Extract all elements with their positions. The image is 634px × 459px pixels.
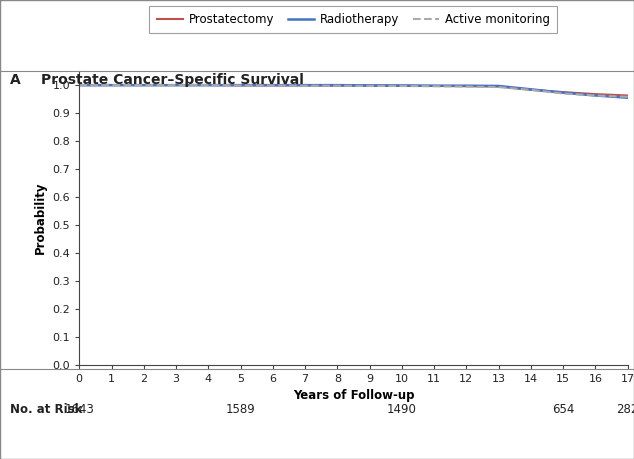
Prostatectomy bbox=[495, 84, 502, 90]
Radiotherapy bbox=[172, 82, 180, 88]
Prostatectomy bbox=[366, 83, 373, 89]
Active monitoring bbox=[301, 83, 309, 89]
Y-axis label: Probability: Probability bbox=[34, 182, 47, 254]
Active monitoring bbox=[140, 82, 148, 88]
Active monitoring bbox=[108, 82, 115, 88]
Radiotherapy bbox=[463, 83, 470, 89]
Text: 1643: 1643 bbox=[64, 403, 94, 416]
Active monitoring bbox=[366, 83, 373, 89]
Active monitoring bbox=[495, 84, 502, 90]
Prostatectomy bbox=[463, 84, 470, 89]
Radiotherapy bbox=[236, 82, 244, 88]
Prostatectomy bbox=[205, 82, 212, 88]
Prostatectomy bbox=[301, 83, 309, 88]
Active monitoring bbox=[172, 82, 180, 88]
Text: 654: 654 bbox=[552, 403, 574, 416]
Prostatectomy bbox=[527, 87, 534, 93]
Line: Active monitoring: Active monitoring bbox=[79, 85, 628, 97]
Prostatectomy bbox=[398, 83, 406, 89]
Radiotherapy bbox=[301, 82, 309, 88]
Prostatectomy bbox=[333, 83, 341, 89]
Active monitoring bbox=[430, 84, 438, 89]
Active monitoring bbox=[624, 94, 631, 100]
Prostatectomy bbox=[269, 83, 276, 88]
Text: A: A bbox=[10, 73, 20, 88]
Radiotherapy bbox=[108, 82, 115, 88]
Legend: Prostatectomy, Radiotherapy, Active monitoring: Prostatectomy, Radiotherapy, Active moni… bbox=[150, 6, 557, 33]
Prostatectomy bbox=[172, 82, 180, 88]
Radiotherapy bbox=[430, 83, 438, 89]
Line: Prostatectomy: Prostatectomy bbox=[79, 85, 628, 95]
Prostatectomy bbox=[559, 90, 567, 95]
Radiotherapy bbox=[75, 82, 83, 88]
Line: Radiotherapy: Radiotherapy bbox=[79, 85, 628, 98]
Active monitoring bbox=[463, 84, 470, 90]
Active monitoring bbox=[75, 82, 83, 88]
Prostatectomy bbox=[592, 91, 599, 97]
Prostatectomy bbox=[140, 82, 148, 88]
Radiotherapy bbox=[527, 87, 534, 92]
Radiotherapy bbox=[366, 83, 373, 88]
Radiotherapy bbox=[398, 83, 406, 88]
Prostatectomy bbox=[624, 93, 631, 98]
Prostatectomy bbox=[75, 82, 83, 88]
Radiotherapy bbox=[333, 82, 341, 88]
Radiotherapy bbox=[140, 82, 148, 88]
Radiotherapy bbox=[269, 82, 276, 88]
Text: No. at Risk: No. at Risk bbox=[10, 403, 82, 416]
Radiotherapy bbox=[205, 82, 212, 88]
Active monitoring bbox=[269, 83, 276, 88]
Active monitoring bbox=[398, 83, 406, 89]
Radiotherapy bbox=[624, 95, 631, 101]
X-axis label: Years of Follow-up: Years of Follow-up bbox=[293, 390, 414, 403]
Active monitoring bbox=[205, 82, 212, 88]
Radiotherapy bbox=[495, 83, 502, 89]
Active monitoring bbox=[236, 83, 244, 88]
Prostatectomy bbox=[430, 83, 438, 89]
Text: 1589: 1589 bbox=[226, 403, 256, 416]
Prostatectomy bbox=[108, 82, 115, 88]
Radiotherapy bbox=[559, 90, 567, 95]
Active monitoring bbox=[592, 93, 599, 98]
Prostatectomy bbox=[236, 83, 244, 88]
Active monitoring bbox=[333, 83, 341, 89]
Text: 282: 282 bbox=[616, 403, 634, 416]
Text: 1490: 1490 bbox=[387, 403, 417, 416]
Radiotherapy bbox=[592, 93, 599, 98]
Active monitoring bbox=[527, 87, 534, 93]
Active monitoring bbox=[559, 91, 567, 96]
Text: Prostate Cancer–Specific Survival: Prostate Cancer–Specific Survival bbox=[41, 73, 304, 88]
